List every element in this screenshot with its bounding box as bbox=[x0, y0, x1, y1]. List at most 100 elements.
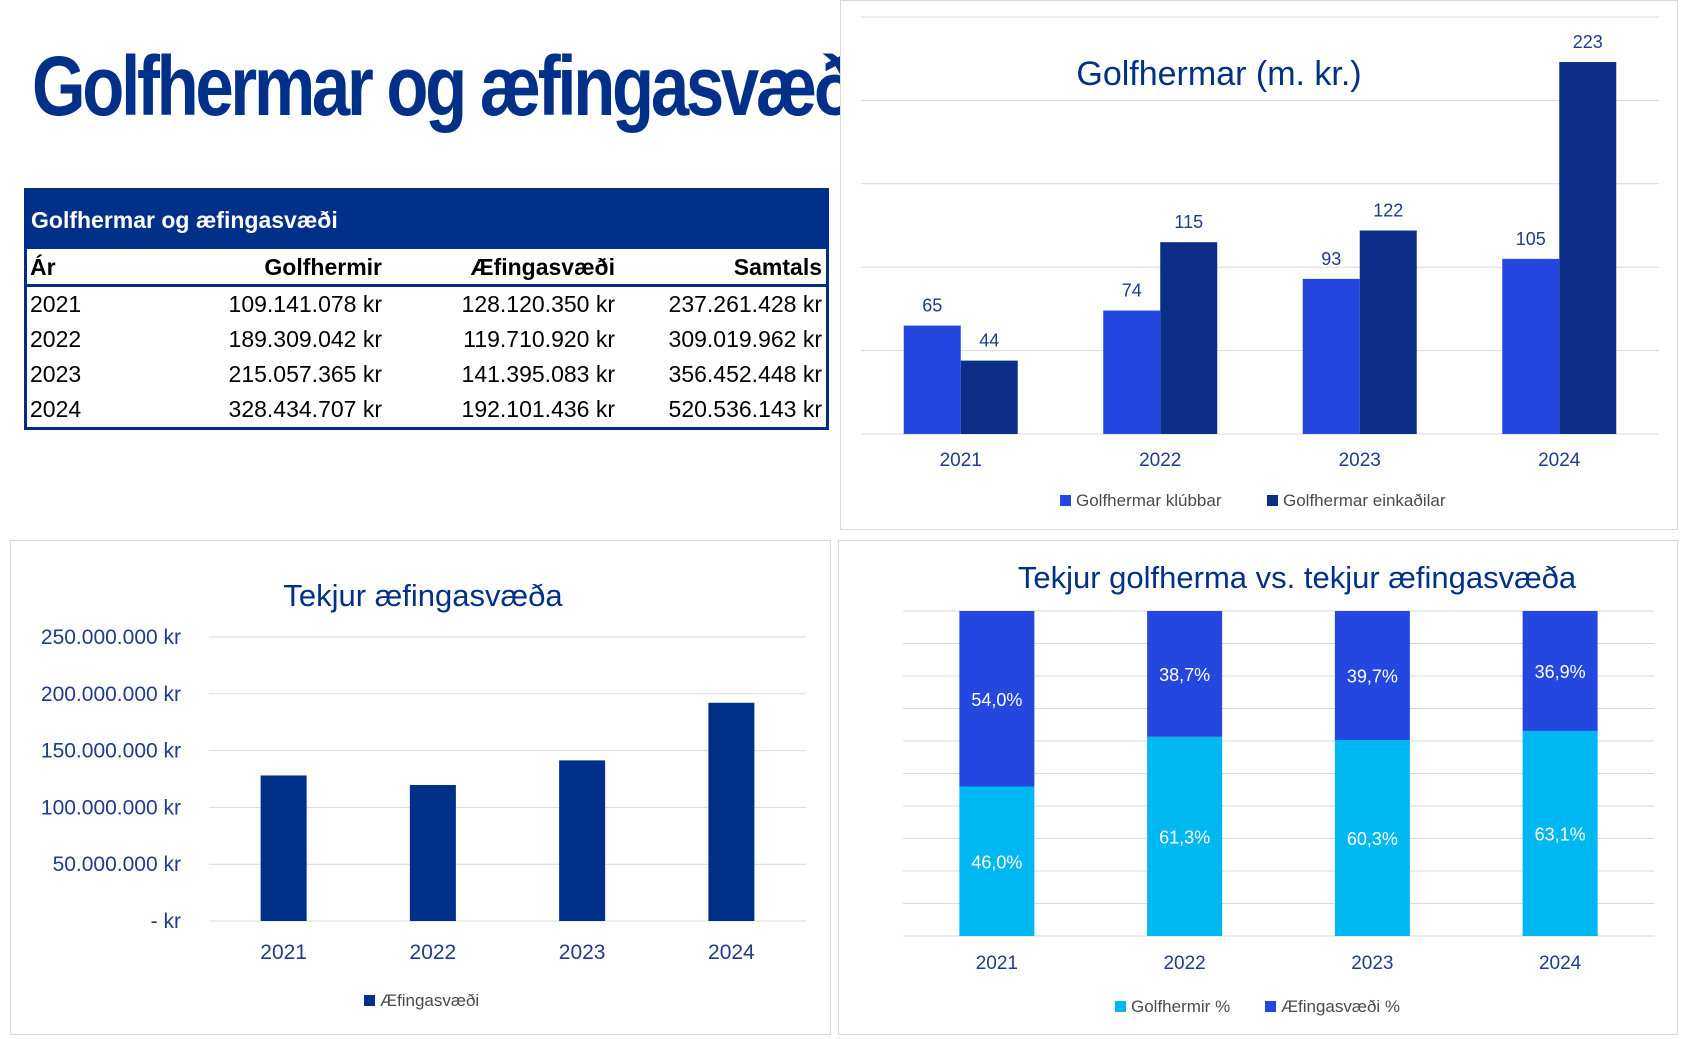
y-tick-label: 100.000.000 kr bbox=[41, 796, 181, 819]
data-label: 65 bbox=[922, 296, 942, 316]
table-cell: 128.120.350 kr bbox=[461, 291, 615, 317]
chart-title: Golfhermar (m. kr.) bbox=[1076, 55, 1361, 93]
data-label: 93 bbox=[1321, 249, 1341, 269]
chart-tekjur-aefingasvaeda: Tekjur æfingasvæða - kr 50.000.000 kr 100.0… bbox=[41, 578, 806, 1010]
x-tick-label: 2022 bbox=[1139, 450, 1181, 471]
data-label: 105 bbox=[1516, 229, 1546, 249]
y-tick-label: 50.000.000 kr bbox=[53, 853, 181, 876]
data-label: 44 bbox=[979, 331, 999, 351]
table-title: Golfhermar og æfingasvæði bbox=[27, 191, 826, 249]
bar-segment bbox=[1147, 736, 1223, 936]
col-header-year: Ár bbox=[30, 254, 56, 280]
data-label: 36,9% bbox=[1535, 662, 1586, 682]
table-cell: 520.536.143 kr bbox=[668, 396, 822, 422]
chart-tekjur-aefingasvaeda-panel: Tekjur æfingasvæða - kr 50.000.000 kr 100.0… bbox=[10, 540, 831, 1035]
bar bbox=[1502, 258, 1560, 434]
legend-swatch bbox=[1267, 495, 1278, 506]
table-cell: 2022 bbox=[30, 326, 82, 352]
bar bbox=[1160, 242, 1218, 434]
data-label: 223 bbox=[1573, 32, 1603, 52]
data-label: 38,7% bbox=[1159, 665, 1210, 685]
chart-golfhermar: Golfhermar (m. kr.) 65 44 2021 74 115 2022 93 12… bbox=[861, 16, 1659, 510]
bar bbox=[1359, 230, 1417, 434]
x-tick-label: 2021 bbox=[940, 450, 982, 471]
bar bbox=[960, 360, 1018, 434]
col-header-samtals: Samtals bbox=[733, 254, 822, 280]
x-tick-label: 2023 bbox=[559, 941, 606, 964]
bar-segment bbox=[1334, 740, 1410, 936]
bar bbox=[903, 325, 961, 434]
legend-label: Golfhermir % bbox=[1131, 997, 1230, 1016]
legend-swatch bbox=[1060, 495, 1071, 506]
table-row: 2023 215.057.365 kr 141.395.083 kr 356.4… bbox=[27, 357, 826, 392]
legend-label: Golfhermar einkaðilar bbox=[1283, 491, 1446, 510]
x-tick-label: 2021 bbox=[976, 953, 1018, 974]
legend-label: Æfingasvæði bbox=[380, 991, 479, 1010]
legend-swatch bbox=[1115, 1001, 1126, 1012]
legend-label: Golfhermar klúbbar bbox=[1076, 491, 1222, 510]
x-tick-label: 2023 bbox=[1339, 450, 1381, 471]
x-tick-label: 2022 bbox=[410, 941, 457, 964]
data-label: 60,3% bbox=[1347, 829, 1398, 849]
bar-segment bbox=[1522, 730, 1598, 936]
table-cell: 2021 bbox=[30, 291, 82, 317]
data-label: 39,7% bbox=[1347, 667, 1398, 687]
data-label: 63,1% bbox=[1535, 824, 1586, 844]
table-cell: 215.057.365 kr bbox=[228, 361, 382, 387]
bar bbox=[708, 702, 755, 921]
data-label: 74 bbox=[1122, 281, 1142, 301]
table-cell: 2023 bbox=[30, 361, 82, 387]
bar bbox=[409, 785, 456, 921]
table-row: 2022 189.309.042 kr 119.710.920 kr 309.0… bbox=[27, 322, 826, 357]
table-cell: 356.452.448 kr bbox=[668, 361, 822, 387]
data-label: 61,3% bbox=[1159, 827, 1210, 847]
revenue-table: Golfhermar og æfingasvæði Ár Golfhermir … bbox=[24, 188, 829, 430]
table-row: 2024 328.434.707 kr 192.101.436 kr 520.5… bbox=[27, 392, 826, 427]
x-tick-label: 2024 bbox=[708, 941, 755, 964]
chart-title: Tekjur golfherma vs. tekjur æfingasvæða bbox=[1018, 560, 1577, 595]
table-row: 2021 109.141.078 kr 128.120.350 kr 237.2… bbox=[27, 287, 826, 322]
col-header-golfhermir: Golfhermir bbox=[264, 254, 382, 280]
table-cell: 109.141.078 kr bbox=[228, 291, 382, 317]
x-tick-label: 2021 bbox=[260, 941, 307, 964]
bar bbox=[1302, 278, 1360, 434]
chart-golfhermar-panel: Golfhermar (m. kr.) 65 44 2021 74 115 2022 93 12… bbox=[840, 0, 1678, 530]
y-tick-label: 150.000.000 kr bbox=[41, 740, 181, 763]
legend-label: Æfingasvæði % bbox=[1281, 997, 1400, 1016]
x-tick-label: 2024 bbox=[1538, 450, 1581, 471]
bar-segment bbox=[1522, 611, 1598, 731]
table-cell: 328.434.707 kr bbox=[228, 396, 382, 422]
chart-title: Tekjur æfingasvæða bbox=[283, 578, 563, 613]
col-header-aefingasvaedi: Æfingasvæði bbox=[470, 254, 615, 280]
table-cell: 189.309.042 kr bbox=[228, 326, 382, 352]
y-tick-label: 250.000.000 kr bbox=[41, 626, 181, 649]
data-label: 115 bbox=[1174, 212, 1203, 232]
legend-swatch bbox=[364, 995, 375, 1006]
x-tick-label: 2024 bbox=[1539, 953, 1582, 974]
table-cell: 237.261.428 kr bbox=[668, 291, 822, 317]
table-cell: 309.019.962 kr bbox=[668, 326, 822, 352]
bar bbox=[260, 775, 307, 921]
data-label: 46,0% bbox=[971, 852, 1022, 872]
bar bbox=[559, 760, 606, 921]
bar-segment bbox=[959, 611, 1035, 787]
page-title: Golfhermar og æfingasvæði bbox=[32, 39, 872, 133]
table-header-row: Ár Golfhermir Æfingasvæði Samtals bbox=[27, 249, 826, 287]
y-tick-label: 200.000.000 kr bbox=[41, 683, 181, 706]
chart-tekjur-samanburdur-panel: Tekjur golfherma vs. tekjur æfingasvæða 4… bbox=[838, 540, 1678, 1035]
bar-segment bbox=[1147, 611, 1223, 737]
table-cell: 119.710.920 kr bbox=[463, 326, 615, 352]
table-cell: 192.101.436 kr bbox=[461, 396, 615, 422]
bar bbox=[1103, 310, 1161, 434]
bar-segment bbox=[959, 786, 1035, 936]
legend-swatch bbox=[1265, 1001, 1276, 1012]
chart-tekjur-samanburdur: Tekjur golfherma vs. tekjur æfingasvæða 4… bbox=[903, 560, 1654, 1016]
table-cell: 141.395.083 kr bbox=[461, 361, 615, 387]
bar-segment bbox=[1334, 611, 1410, 741]
data-label: 122 bbox=[1373, 201, 1403, 221]
bar bbox=[1559, 62, 1617, 434]
data-label: 54,0% bbox=[971, 690, 1022, 710]
table-cell: 2024 bbox=[30, 396, 82, 422]
x-tick-label: 2023 bbox=[1351, 953, 1393, 974]
y-tick-label: - kr bbox=[151, 910, 181, 933]
